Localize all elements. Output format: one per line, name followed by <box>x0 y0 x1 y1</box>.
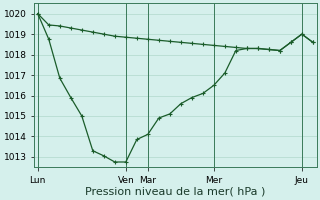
X-axis label: Pression niveau de la mer( hPa ): Pression niveau de la mer( hPa ) <box>85 187 266 197</box>
